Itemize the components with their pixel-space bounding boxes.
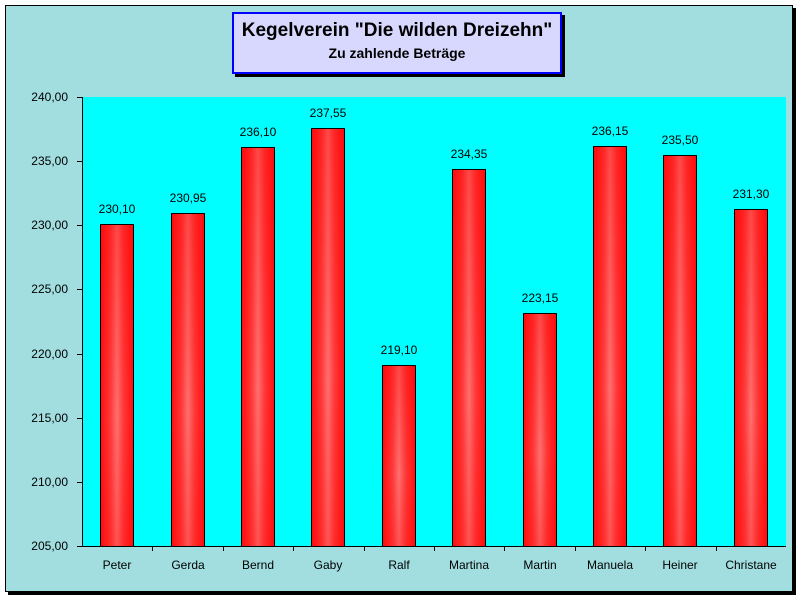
data-label: 219,10 (380, 343, 418, 357)
x-tick-label: Martina (448, 558, 489, 572)
data-label: 234,35 (450, 147, 488, 161)
y-tick-label: 220,00 (31, 347, 68, 361)
y-tick (77, 482, 82, 483)
x-tick (293, 546, 294, 551)
x-tick-label: Ralf (388, 558, 410, 572)
x-tick-label: Heiner (662, 558, 698, 572)
y-tick (77, 225, 82, 226)
x-tick-label: Christane (725, 558, 777, 572)
bar-martin (523, 313, 557, 547)
bar-peter (100, 224, 134, 547)
x-tick (645, 546, 646, 551)
bar-bernd (241, 147, 275, 547)
data-label: 230,10 (98, 202, 136, 216)
chart-subtitle: Zu zahlende Beträge (328, 45, 466, 61)
x-tick-label: Peter (102, 558, 132, 572)
bar-christane (734, 209, 768, 547)
y-tick (77, 354, 82, 355)
x-tick (575, 546, 576, 551)
data-label: 223,15 (521, 291, 559, 305)
x-axis-line (82, 546, 786, 547)
data-label: 236,15 (591, 124, 629, 138)
data-label: 230,95 (169, 191, 207, 205)
bar-heiner (663, 155, 697, 547)
y-tick-label: 210,00 (31, 475, 68, 489)
x-tick (504, 546, 505, 551)
x-tick (434, 546, 435, 551)
x-tick-label: Martin (523, 558, 557, 572)
x-tick (364, 546, 365, 551)
y-tick-label: 240,00 (31, 90, 68, 104)
data-label: 236,10 (239, 125, 277, 139)
y-tick (77, 289, 82, 290)
x-tick-label: Bernd (241, 558, 275, 572)
bar-gerda (171, 213, 205, 547)
y-tick (77, 418, 82, 419)
chart-title-box: Kegelverein "Die wilden Dreizehn" Zu zah… (232, 12, 562, 74)
data-label: 237,55 (309, 106, 347, 120)
bar-martina (452, 169, 486, 547)
x-tick (152, 546, 153, 551)
y-tick-label: 205,00 (31, 539, 68, 553)
x-tick-label: Manuela (586, 558, 634, 572)
y-tick-label: 230,00 (31, 218, 68, 232)
bar-manuela (593, 146, 627, 547)
y-tick (77, 546, 82, 547)
y-tick (77, 97, 82, 98)
x-tick-label: Gerda (171, 558, 205, 572)
y-tick (77, 161, 82, 162)
x-tick-label: Gaby (313, 558, 343, 572)
bar-gaby (311, 128, 345, 547)
y-tick-label: 235,00 (31, 154, 68, 168)
data-label: 231,30 (732, 187, 770, 201)
y-tick-label: 215,00 (31, 411, 68, 425)
chart-title: Kegelverein "Die wilden Dreizehn" (241, 20, 553, 41)
data-label: 235,50 (661, 133, 699, 147)
bar-ralf (382, 365, 416, 547)
x-tick (716, 546, 717, 551)
y-tick-label: 225,00 (31, 282, 68, 296)
y-axis-line (82, 97, 83, 547)
x-tick (223, 546, 224, 551)
